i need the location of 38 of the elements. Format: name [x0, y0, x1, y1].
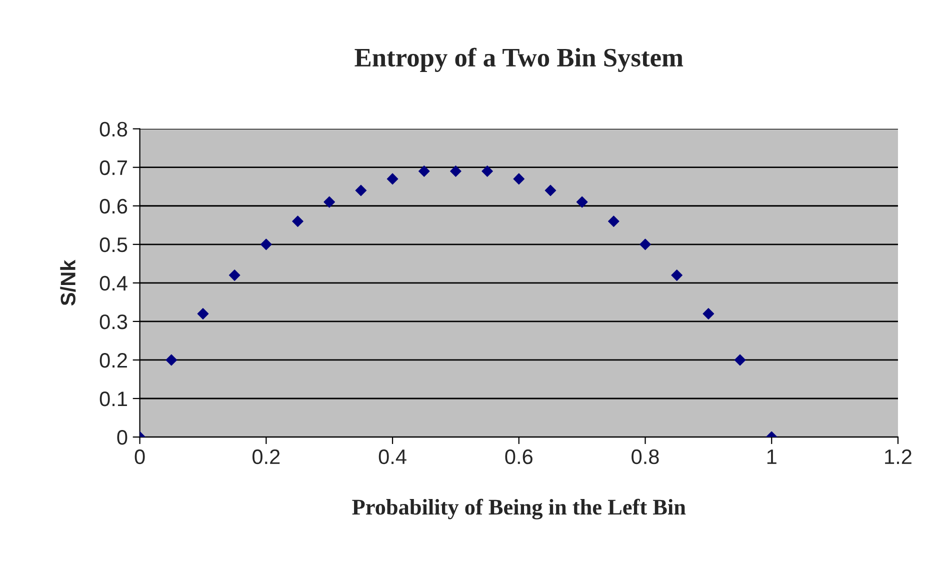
x-tick-label: 0	[134, 449, 145, 464]
chart-title: Entropy of a Two Bin System	[354, 48, 684, 72]
point	[228, 270, 240, 281]
y-tick-label: 0.8	[100, 122, 128, 137]
x-tick-label: 0.4	[378, 449, 406, 464]
point	[671, 270, 683, 281]
y-tick-label: 0.3	[100, 314, 128, 330]
y-tick-label: 0.4	[100, 276, 128, 291]
y-tick-label: 0.6	[100, 198, 128, 214]
point	[260, 238, 272, 250]
point	[386, 173, 398, 185]
x-tick-label: 0.8	[632, 449, 659, 464]
point	[702, 308, 714, 320]
y-tick-label: 0.2	[100, 352, 127, 368]
point	[640, 238, 651, 250]
x-tick-label: 0.6	[505, 449, 532, 464]
point	[544, 184, 556, 196]
point	[608, 216, 620, 227]
x-tick-label: 0.2	[252, 449, 280, 464]
point	[418, 166, 430, 177]
y-tick-label: 0.7	[100, 160, 127, 176]
point	[166, 354, 178, 366]
point	[734, 354, 746, 366]
x-tick-label: 1	[767, 450, 776, 464]
point	[197, 308, 209, 320]
point	[576, 196, 588, 208]
y-tick-label: 0.5	[100, 237, 128, 252]
point	[324, 196, 336, 208]
y-axis-title: S/Nk	[60, 260, 76, 306]
x-axis-title: Probability of Being in the Left Bin	[352, 498, 686, 520]
point	[355, 184, 367, 196]
point	[292, 216, 304, 227]
x-tick-label: 1.2	[885, 449, 912, 464]
y-tick-label: 0.1	[100, 392, 127, 406]
point	[513, 173, 525, 185]
point	[482, 166, 493, 177]
y-tick-label: 0	[117, 430, 128, 445]
point	[450, 166, 462, 177]
